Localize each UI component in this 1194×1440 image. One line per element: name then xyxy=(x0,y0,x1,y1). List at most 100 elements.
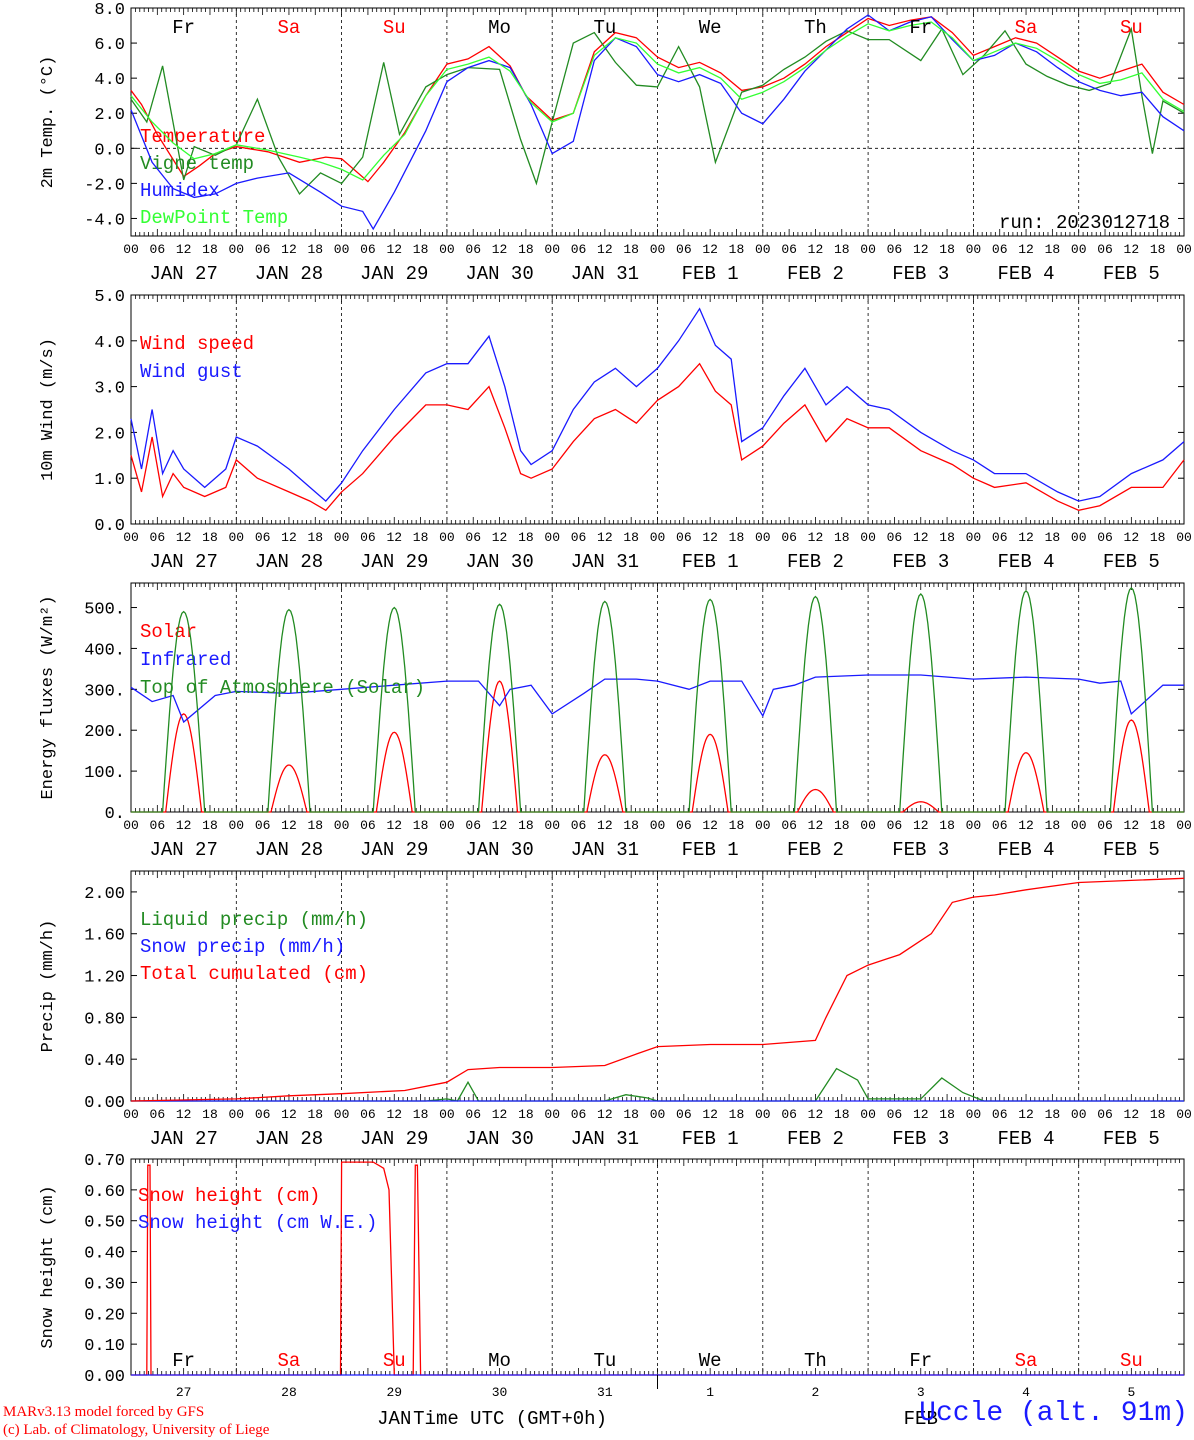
hour-label: 18 xyxy=(1045,818,1061,833)
hour-label: 06 xyxy=(1097,818,1113,833)
y-axis-label: Snow height (cm) xyxy=(39,1185,58,1348)
day-number: 31 xyxy=(597,1385,613,1400)
hour-label: 12 xyxy=(1124,818,1140,833)
hour-label: 18 xyxy=(834,530,850,545)
hour-label: 06 xyxy=(992,818,1008,833)
hour-label: 06 xyxy=(465,1107,481,1122)
hour-label: 18 xyxy=(413,242,429,257)
y-tick-label: 0.0 xyxy=(94,517,125,536)
date-label: FEB 5 xyxy=(1103,551,1160,573)
day-name: Fr xyxy=(909,17,932,39)
station-label: Uccle (alt. 91m) xyxy=(919,1398,1188,1429)
hour-label: 00 xyxy=(228,530,244,545)
hour-label: 18 xyxy=(1150,530,1166,545)
hour-label: 00 xyxy=(1176,1107,1192,1122)
hour-label: 06 xyxy=(887,818,903,833)
hour-label: 18 xyxy=(623,818,639,833)
hour-label: 18 xyxy=(307,242,323,257)
day-name: Su xyxy=(383,17,406,39)
hour-label: 12 xyxy=(913,1107,929,1122)
hour-label: 12 xyxy=(1124,1107,1140,1122)
date-label: FEB 2 xyxy=(787,839,844,861)
panel-3: 0. 100. 200. 300. 400. 500. Energy fluxes (W/m… xyxy=(39,582,1192,861)
series-line xyxy=(131,586,1184,813)
lab-credit: (c) Lab. of Climatology, University of L… xyxy=(3,1422,270,1438)
day-name: Sa xyxy=(278,1350,301,1372)
date-label: JAN 27 xyxy=(149,263,217,285)
y-tick-label: 3.0 xyxy=(94,380,125,399)
hour-label: 12 xyxy=(597,1107,613,1122)
hour-label: 06 xyxy=(255,530,271,545)
date-label: FEB 3 xyxy=(892,551,949,573)
day-name: Sa xyxy=(278,17,301,39)
hour-label: 06 xyxy=(1097,242,1113,257)
y-tick-label: -4.0 xyxy=(84,211,125,230)
day-name: Fr xyxy=(909,1350,932,1372)
y-tick-label: 2.00 xyxy=(84,885,125,904)
hour-label: 12 xyxy=(176,818,192,833)
hour-label: 00 xyxy=(966,530,982,545)
series-line xyxy=(131,1161,1184,1376)
hour-label: 00 xyxy=(1071,242,1087,257)
date-label: FEB 2 xyxy=(787,551,844,573)
day-number: 30 xyxy=(492,1385,508,1400)
hour-label: 00 xyxy=(966,818,982,833)
legend-entry: Snow precip (mm/h) xyxy=(140,936,345,958)
day-name: Su xyxy=(383,1350,406,1372)
date-label: FEB 4 xyxy=(998,1128,1055,1150)
date-label: FEB 3 xyxy=(892,839,949,861)
date-label: FEB 1 xyxy=(682,263,739,285)
hour-label: 00 xyxy=(1176,530,1192,545)
panel-2: 0.0 1.0 2.0 3.0 4.0 5.0 10m Wind (m/s) Wind spe… xyxy=(39,288,1192,573)
date-label: FEB 1 xyxy=(682,839,739,861)
hour-label: 18 xyxy=(202,530,218,545)
y-tick-label: 0. xyxy=(105,805,125,824)
hour-label: 00 xyxy=(334,818,350,833)
date-label: JAN 28 xyxy=(255,1128,323,1150)
date-label: JAN 30 xyxy=(465,1128,533,1150)
hour-label: 12 xyxy=(176,242,192,257)
hour-label: 00 xyxy=(650,530,666,545)
date-label: JAN 31 xyxy=(571,1128,639,1150)
y-tick-label: 4.0 xyxy=(94,334,125,353)
hour-label: 12 xyxy=(386,1107,402,1122)
hour-label: 00 xyxy=(439,1107,455,1122)
hour-label: 06 xyxy=(887,1107,903,1122)
hour-label: 00 xyxy=(334,530,350,545)
hour-label: 12 xyxy=(492,530,508,545)
date-label: JAN 27 xyxy=(149,839,217,861)
day-number: 2 xyxy=(812,1385,820,1400)
y-tick-label: 8.0 xyxy=(94,1,125,20)
hour-label: 18 xyxy=(413,818,429,833)
hour-label: 00 xyxy=(755,242,771,257)
hour-label: 06 xyxy=(571,1107,587,1122)
hour-label: 18 xyxy=(307,530,323,545)
y-tick-label: 2.0 xyxy=(94,425,125,444)
hour-label: 00 xyxy=(123,1107,139,1122)
legend-entry: Liquid precip (mm/h) xyxy=(140,909,368,931)
run-label: run: 2023012718 xyxy=(999,212,1170,234)
panel-5: 0.00 0.10 0.20 0.30 0.40 0.50 0.60 0.70 Snow hei… xyxy=(39,1152,1185,1387)
hour-label: 18 xyxy=(413,1107,429,1122)
legend-entry: Humidex xyxy=(140,180,220,202)
hour-label: 06 xyxy=(360,242,376,257)
hour-label: 00 xyxy=(650,1107,666,1122)
hour-label: 00 xyxy=(123,242,139,257)
y-tick-label: 0.10 xyxy=(84,1337,125,1356)
hour-label: 18 xyxy=(729,818,745,833)
hour-label: 12 xyxy=(1018,242,1034,257)
hour-label: 18 xyxy=(834,242,850,257)
hour-label: 12 xyxy=(1018,818,1034,833)
legend-entry: Vigne temp xyxy=(140,153,254,175)
hour-label: 06 xyxy=(676,818,692,833)
hour-label: 00 xyxy=(860,242,876,257)
hour-label: 12 xyxy=(492,1107,508,1122)
series-line xyxy=(130,26,1185,195)
y-tick-label: 0.70 xyxy=(84,1152,125,1171)
y-tick-label: 0.40 xyxy=(84,1245,125,1264)
hour-label: 18 xyxy=(1150,1107,1166,1122)
date-label: FEB 2 xyxy=(787,263,844,285)
hour-label: 00 xyxy=(966,1107,982,1122)
hour-label: 06 xyxy=(992,242,1008,257)
day-number: 4 xyxy=(1022,1385,1030,1400)
